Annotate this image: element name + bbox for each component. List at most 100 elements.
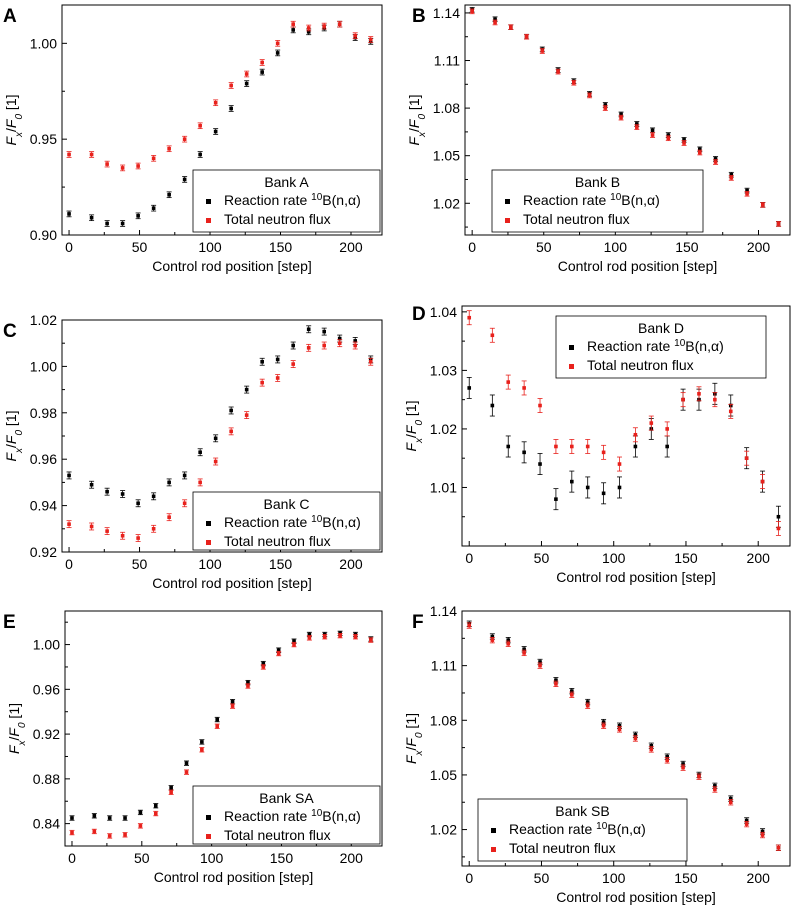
data-point xyxy=(89,215,94,220)
data-point xyxy=(490,333,495,338)
x-tick-label: 200 xyxy=(747,550,771,566)
data-point xyxy=(322,634,327,639)
data-point xyxy=(70,816,74,820)
data-point xyxy=(617,727,622,732)
data-point xyxy=(633,733,638,737)
data-point xyxy=(665,758,669,763)
plot-frame xyxy=(61,4,383,236)
x-tick-label: 50 xyxy=(132,556,148,572)
data-point xyxy=(601,720,606,724)
data-point xyxy=(506,641,511,646)
x-tick-label: 200 xyxy=(340,850,364,866)
legend-box xyxy=(555,315,767,379)
legend-marker xyxy=(569,364,574,369)
x-tick-label: 100 xyxy=(604,239,628,255)
data-point xyxy=(105,489,109,494)
data-point xyxy=(338,633,342,638)
data-point xyxy=(467,623,472,628)
x-tick-label: 100 xyxy=(198,556,222,572)
panel-d: D 0 50 100 150 200 1.01 1.02 1.03 1.04 Control rod… xyxy=(403,304,791,585)
legend-entry: Total neutron flux xyxy=(523,211,630,227)
x-tick-label: 50 xyxy=(132,239,148,255)
data-point xyxy=(337,341,342,345)
data-point xyxy=(230,704,235,708)
data-point xyxy=(585,485,590,490)
legend-marker xyxy=(569,345,574,350)
y-tick-label: 0.95 xyxy=(30,131,57,147)
x-axis-label: Control rod position [step] xyxy=(152,575,312,591)
data-point xyxy=(493,20,497,25)
data-point xyxy=(650,133,655,137)
data-point xyxy=(337,336,342,341)
data-point xyxy=(698,150,702,155)
data-point xyxy=(744,456,749,460)
data-point xyxy=(120,533,125,538)
data-point xyxy=(291,22,295,26)
data-point xyxy=(105,529,109,533)
data-point xyxy=(353,339,358,343)
series-total-neutron-flux xyxy=(469,8,782,227)
data-point xyxy=(776,222,781,226)
y-tick-label: 1.00 xyxy=(33,637,60,653)
y-tick-label: 1.05 xyxy=(430,767,457,783)
data-point xyxy=(697,392,701,396)
data-point xyxy=(509,25,513,30)
data-point xyxy=(182,177,187,182)
data-point xyxy=(666,133,671,137)
data-point xyxy=(760,829,765,834)
data-point xyxy=(136,501,140,506)
legend-marker xyxy=(206,199,211,204)
data-point xyxy=(229,408,233,413)
data-point xyxy=(649,747,654,752)
data-point xyxy=(136,164,140,168)
y-tick-label: 1.01 xyxy=(430,479,457,495)
data-point xyxy=(617,723,622,728)
data-point xyxy=(522,647,526,652)
data-point xyxy=(123,816,127,820)
data-point xyxy=(585,703,590,708)
panel-letter: A xyxy=(3,6,17,27)
data-point xyxy=(151,527,156,531)
legend-marker xyxy=(491,847,496,852)
y-tick-label: 1.08 xyxy=(433,100,460,116)
data-point xyxy=(123,833,127,837)
data-point xyxy=(261,665,266,669)
data-point xyxy=(229,429,233,434)
x-tick-label: 200 xyxy=(747,239,771,255)
data-point xyxy=(167,515,171,519)
series-total-neutron-flux xyxy=(66,339,374,542)
data-point xyxy=(713,160,718,164)
plot-frame xyxy=(64,610,383,847)
legend-marker xyxy=(206,540,211,545)
data-point xyxy=(275,357,280,362)
y-tick-label: 1.05 xyxy=(433,148,460,164)
data-point xyxy=(470,9,474,14)
x-tick-label: 50 xyxy=(536,239,552,255)
panel-a: A 0 50 100 150 200 0.90 0.95 1.00 Control rod pos… xyxy=(3,4,383,274)
y-axis-label: Fx/F0 [1] xyxy=(403,713,425,764)
panel-letter: C xyxy=(3,321,17,342)
data-point xyxy=(260,380,264,385)
y-tick-label: 1.02 xyxy=(433,195,460,211)
panel-letter: B xyxy=(412,6,426,27)
data-point xyxy=(633,432,638,437)
data-point xyxy=(260,60,264,65)
y-tick-label: 0.90 xyxy=(30,227,57,243)
x-axis-label: Control rod position [step] xyxy=(556,889,716,905)
x-tick-label: 150 xyxy=(269,556,293,572)
data-point xyxy=(229,106,233,111)
data-point xyxy=(184,761,189,765)
y-tick-label: 1.08 xyxy=(430,712,457,728)
data-point xyxy=(261,661,266,666)
data-point xyxy=(524,34,529,39)
legend-marker xyxy=(505,199,510,204)
data-point xyxy=(554,682,558,686)
data-point xyxy=(633,736,638,741)
data-point xyxy=(572,80,576,85)
data-point xyxy=(182,473,187,478)
data-point xyxy=(729,176,734,180)
data-point xyxy=(322,329,327,334)
data-point xyxy=(353,33,358,38)
data-point xyxy=(603,106,608,110)
